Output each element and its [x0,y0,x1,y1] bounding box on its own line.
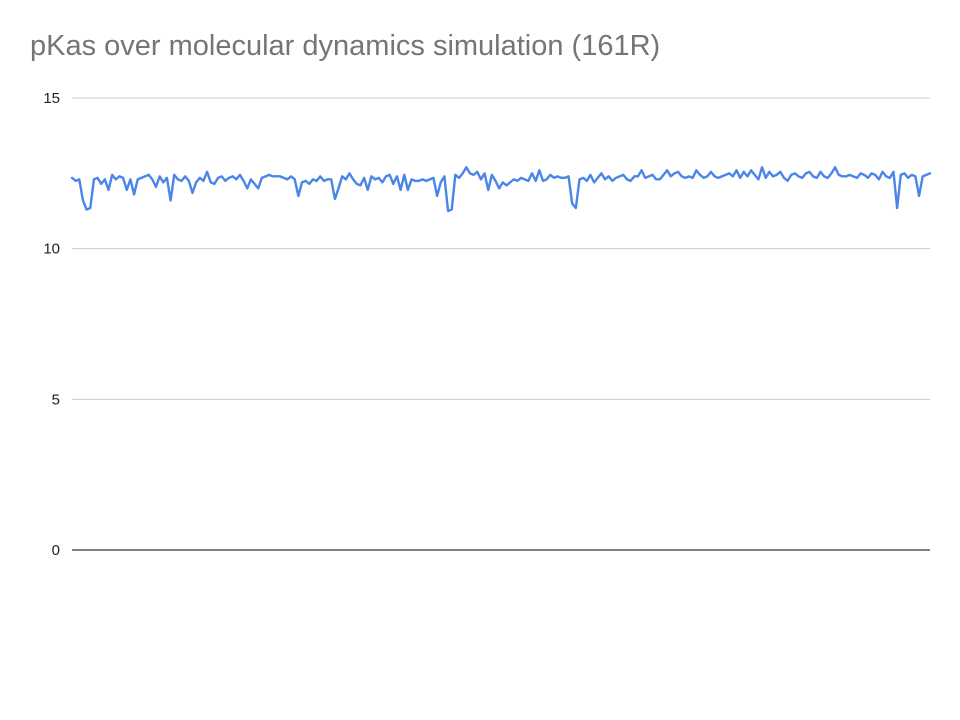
chart-title: pKas over molecular dynamics simulation … [30,30,661,62]
y-tick-label: 10 [43,241,60,258]
series-line-0 [70,166,932,213]
y-tick-label: 15 [43,90,60,107]
y-axis-tick-labels: 0 5 10 15 [43,90,60,559]
series-layer [70,166,932,213]
grid-lines [72,97,930,400]
y-tick-label: 0 [52,542,60,559]
y-tick-label: 5 [52,391,60,408]
